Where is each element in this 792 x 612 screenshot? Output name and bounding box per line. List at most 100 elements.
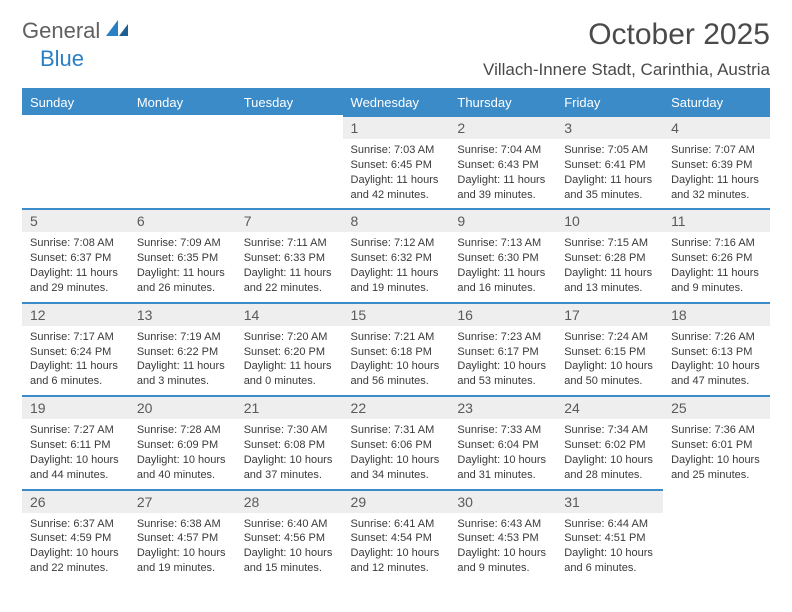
calendar-cell: 1Sunrise: 7:03 AMSunset: 6:45 PMDaylight…	[343, 115, 450, 208]
daylight-line-2: and 40 minutes.	[137, 468, 228, 483]
calendar-cell: 15Sunrise: 7:21 AMSunset: 6:18 PMDayligh…	[343, 302, 450, 395]
calendar-cell: 8Sunrise: 7:12 AMSunset: 6:32 PMDaylight…	[343, 208, 450, 301]
daylight-line-1: Daylight: 10 hours	[564, 359, 655, 374]
daylight-line-1: Daylight: 11 hours	[137, 266, 228, 281]
calendar-cell: 6Sunrise: 7:09 AMSunset: 6:35 PMDaylight…	[129, 208, 236, 301]
sunrise-line: Sunrise: 7:31 AM	[351, 423, 442, 438]
weekday-header: Thursday	[449, 89, 556, 115]
calendar-week-row: 19Sunrise: 7:27 AMSunset: 6:11 PMDayligh…	[22, 395, 770, 488]
daylight-line-2: and 44 minutes.	[30, 468, 121, 483]
day-number: 29	[343, 489, 450, 513]
daylight-line-1: Daylight: 10 hours	[351, 546, 442, 561]
sunrise-line: Sunrise: 6:40 AM	[244, 517, 335, 532]
daylight-line-2: and 19 minutes.	[351, 281, 442, 296]
sunset-line: Sunset: 6:24 PM	[30, 345, 121, 360]
sunset-line: Sunset: 6:08 PM	[244, 438, 335, 453]
sunrise-line: Sunrise: 7:33 AM	[457, 423, 548, 438]
calendar-cell	[129, 115, 236, 208]
calendar-cell: 24Sunrise: 7:34 AMSunset: 6:02 PMDayligh…	[556, 395, 663, 488]
sunset-line: Sunset: 4:53 PM	[457, 531, 548, 546]
calendar-cell: 28Sunrise: 6:40 AMSunset: 4:56 PMDayligh…	[236, 489, 343, 582]
day-info: Sunrise: 7:36 AMSunset: 6:01 PMDaylight:…	[663, 419, 770, 488]
daylight-line-1: Daylight: 10 hours	[137, 546, 228, 561]
sunset-line: Sunset: 6:13 PM	[671, 345, 762, 360]
sunset-line: Sunset: 6:39 PM	[671, 158, 762, 173]
daylight-line-1: Daylight: 11 hours	[564, 266, 655, 281]
day-number: 2	[449, 115, 556, 139]
sunset-line: Sunset: 6:22 PM	[137, 345, 228, 360]
weekday-header-row: SundayMondayTuesdayWednesdayThursdayFrid…	[22, 89, 770, 115]
day-number: 11	[663, 208, 770, 232]
weekday-header: Wednesday	[343, 89, 450, 115]
day-info: Sunrise: 6:43 AMSunset: 4:53 PMDaylight:…	[449, 513, 556, 582]
daylight-line-2: and 6 minutes.	[30, 374, 121, 389]
sunrise-line: Sunrise: 7:11 AM	[244, 236, 335, 251]
daylight-line-2: and 12 minutes.	[351, 561, 442, 576]
sunrise-line: Sunrise: 7:07 AM	[671, 143, 762, 158]
daylight-line-2: and 37 minutes.	[244, 468, 335, 483]
daylight-line-1: Daylight: 10 hours	[137, 453, 228, 468]
daylight-line-2: and 31 minutes.	[457, 468, 548, 483]
day-number: 14	[236, 302, 343, 326]
sunrise-line: Sunrise: 7:27 AM	[30, 423, 121, 438]
daylight-line-1: Daylight: 11 hours	[457, 266, 548, 281]
daylight-line-2: and 42 minutes.	[351, 188, 442, 203]
calendar-cell: 13Sunrise: 7:19 AMSunset: 6:22 PMDayligh…	[129, 302, 236, 395]
calendar-cell: 29Sunrise: 6:41 AMSunset: 4:54 PMDayligh…	[343, 489, 450, 582]
day-info: Sunrise: 7:34 AMSunset: 6:02 PMDaylight:…	[556, 419, 663, 488]
daylight-line-1: Daylight: 11 hours	[457, 173, 548, 188]
sunrise-line: Sunrise: 7:24 AM	[564, 330, 655, 345]
sunset-line: Sunset: 6:18 PM	[351, 345, 442, 360]
day-number: 1	[343, 115, 450, 139]
day-info: Sunrise: 7:03 AMSunset: 6:45 PMDaylight:…	[343, 139, 450, 208]
daylight-line-2: and 19 minutes.	[137, 561, 228, 576]
day-number: 27	[129, 489, 236, 513]
day-number: 28	[236, 489, 343, 513]
calendar-cell: 11Sunrise: 7:16 AMSunset: 6:26 PMDayligh…	[663, 208, 770, 301]
sunrise-line: Sunrise: 7:13 AM	[457, 236, 548, 251]
day-info: Sunrise: 7:28 AMSunset: 6:09 PMDaylight:…	[129, 419, 236, 488]
day-number: 18	[663, 302, 770, 326]
calendar-table: SundayMondayTuesdayWednesdayThursdayFrid…	[22, 88, 770, 582]
sunrise-line: Sunrise: 6:37 AM	[30, 517, 121, 532]
day-info: Sunrise: 7:21 AMSunset: 6:18 PMDaylight:…	[343, 326, 450, 395]
sunset-line: Sunset: 4:51 PM	[564, 531, 655, 546]
day-number: 7	[236, 208, 343, 232]
sunset-line: Sunset: 6:15 PM	[564, 345, 655, 360]
logo-word2: Blue	[40, 46, 84, 72]
daylight-line-1: Daylight: 11 hours	[244, 359, 335, 374]
sunset-line: Sunset: 6:32 PM	[351, 251, 442, 266]
day-number: 13	[129, 302, 236, 326]
logo-word1: General	[22, 18, 100, 44]
day-number: 8	[343, 208, 450, 232]
sunrise-line: Sunrise: 7:36 AM	[671, 423, 762, 438]
calendar-cell: 7Sunrise: 7:11 AMSunset: 6:33 PMDaylight…	[236, 208, 343, 301]
day-number: 12	[22, 302, 129, 326]
daylight-line-1: Daylight: 10 hours	[351, 453, 442, 468]
brand-logo: General	[22, 18, 128, 44]
day-info: Sunrise: 7:27 AMSunset: 6:11 PMDaylight:…	[22, 419, 129, 488]
location: Villach-Innere Stadt, Carinthia, Austria	[483, 60, 770, 80]
sunset-line: Sunset: 4:54 PM	[351, 531, 442, 546]
sunrise-line: Sunrise: 7:21 AM	[351, 330, 442, 345]
sunrise-line: Sunrise: 7:16 AM	[671, 236, 762, 251]
day-number: 23	[449, 395, 556, 419]
sunrise-line: Sunrise: 7:30 AM	[244, 423, 335, 438]
calendar-cell: 9Sunrise: 7:13 AMSunset: 6:30 PMDaylight…	[449, 208, 556, 301]
sunrise-line: Sunrise: 7:12 AM	[351, 236, 442, 251]
daylight-line-2: and 25 minutes.	[671, 468, 762, 483]
daylight-line-2: and 53 minutes.	[457, 374, 548, 389]
sunrise-line: Sunrise: 7:34 AM	[564, 423, 655, 438]
sunset-line: Sunset: 6:33 PM	[244, 251, 335, 266]
day-number: 24	[556, 395, 663, 419]
sunset-line: Sunset: 6:37 PM	[30, 251, 121, 266]
calendar-week-row: 1Sunrise: 7:03 AMSunset: 6:45 PMDaylight…	[22, 115, 770, 208]
sunrise-line: Sunrise: 7:26 AM	[671, 330, 762, 345]
daylight-line-1: Daylight: 11 hours	[30, 359, 121, 374]
day-info: Sunrise: 7:33 AMSunset: 6:04 PMDaylight:…	[449, 419, 556, 488]
sunrise-line: Sunrise: 7:19 AM	[137, 330, 228, 345]
daylight-line-2: and 9 minutes.	[457, 561, 548, 576]
day-number: 19	[22, 395, 129, 419]
calendar-week-row: 12Sunrise: 7:17 AMSunset: 6:24 PMDayligh…	[22, 302, 770, 395]
daylight-line-2: and 56 minutes.	[351, 374, 442, 389]
